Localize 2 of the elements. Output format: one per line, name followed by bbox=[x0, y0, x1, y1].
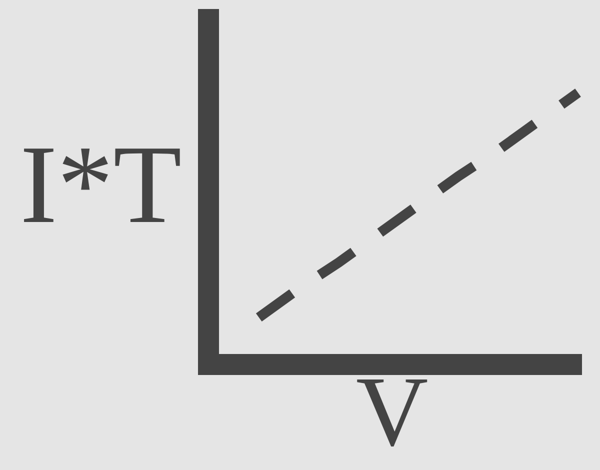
y-axis-title: I*T bbox=[20, 123, 182, 247]
x-axis-title: V bbox=[356, 356, 428, 467]
